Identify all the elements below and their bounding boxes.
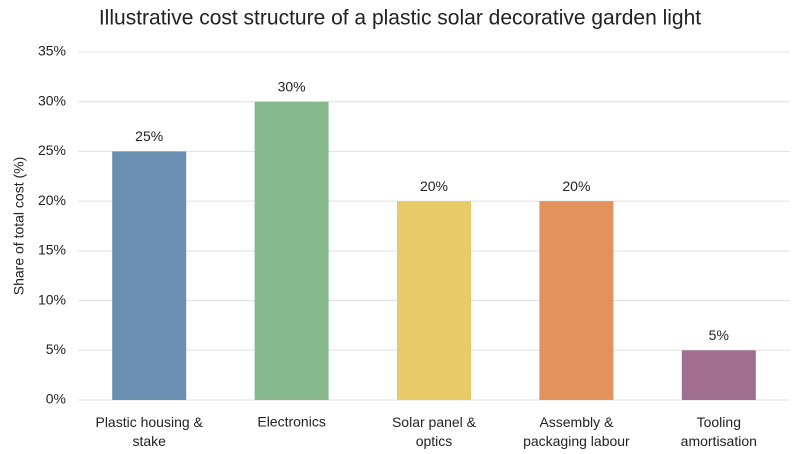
- value-label: 5%: [709, 327, 729, 343]
- y-axis-label: Share of total cost (%): [11, 157, 27, 296]
- x-tick-label: Tooling amortisation: [681, 414, 757, 449]
- value-label: 30%: [278, 78, 306, 94]
- bar: [539, 201, 614, 400]
- x-tick-label: Solar panel & optics: [392, 414, 477, 449]
- y-tick-label: 20%: [38, 192, 66, 208]
- value-label: 20%: [562, 178, 590, 194]
- y-tick-label: 15%: [38, 242, 66, 258]
- bar: [681, 350, 756, 400]
- y-tick-label: 30%: [38, 92, 66, 108]
- y-tick-label: 0%: [46, 391, 66, 407]
- value-label: 20%: [420, 178, 448, 194]
- bar: [112, 151, 187, 400]
- bar: [254, 101, 329, 400]
- chart-title: Illustrative cost structure of a plastic…: [99, 7, 701, 30]
- x-tick-label: Assembly & packaging labour: [523, 414, 630, 449]
- x-tick-label: Plastic housing & stake: [95, 414, 203, 449]
- x-tick-label: Electronics: [257, 414, 325, 430]
- y-tick-label: 35%: [38, 43, 66, 59]
- value-label: 25%: [135, 128, 163, 144]
- y-tick-label: 10%: [38, 291, 66, 307]
- bar: [397, 201, 471, 400]
- y-tick-label: 25%: [38, 142, 66, 158]
- y-tick-label: 5%: [46, 341, 66, 357]
